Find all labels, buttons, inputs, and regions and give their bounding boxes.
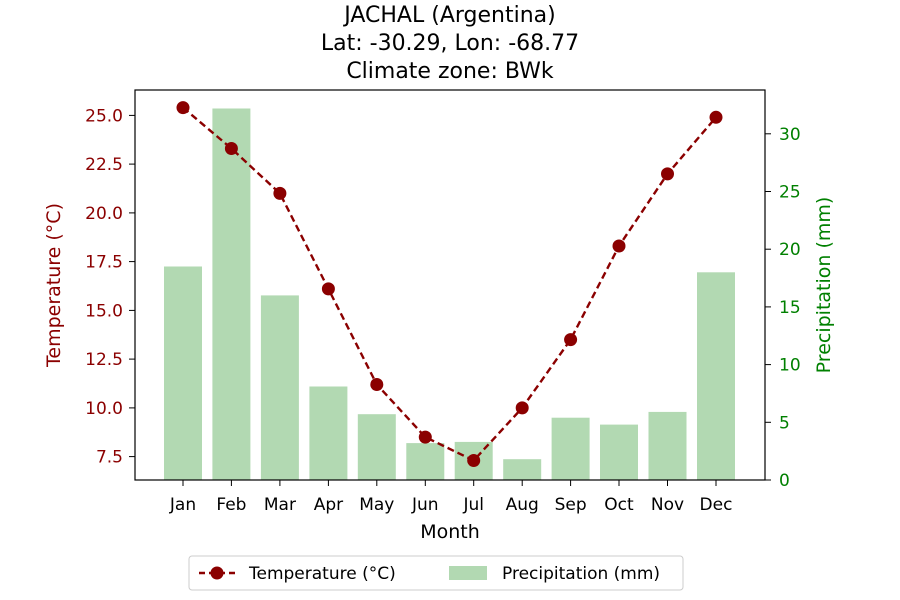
precipitation-bar-nov (648, 411, 687, 480)
title-line-2: Lat: -30.29, Lon: -68.77 (321, 31, 579, 56)
temperature-point-dec (709, 110, 723, 124)
left-axis-label: Temperature (°C) (43, 203, 65, 368)
title-line-1: JACHAL (Argentina) (342, 3, 555, 28)
precipitation-bar-sep (551, 417, 590, 480)
temperature-point-nov (661, 167, 674, 181)
precipitation-bar-feb (212, 108, 251, 480)
x-tick-label-sep: Sep (555, 495, 587, 515)
temperature-point-feb (224, 142, 238, 155)
legend-precipitation-swatch (449, 566, 487, 580)
precipitation-bar-aug (503, 459, 542, 480)
temperature-point-sep (564, 333, 578, 347)
x-tick-label-oct: Oct (604, 495, 634, 515)
left-tick-label: 10.0 (85, 399, 123, 419)
plot-frame (134, 89, 766, 481)
precipitation-bar-mar (260, 295, 299, 480)
precipitation-bars (164, 108, 735, 480)
precipitation-bar-may (357, 414, 396, 480)
right-tick-label: 20 (779, 240, 801, 260)
temperature-point-jul (467, 454, 481, 467)
right-tick-label: 10 (779, 356, 801, 376)
temperature-point-apr (321, 282, 335, 296)
precipitation-bar-jan (164, 266, 202, 480)
legend: Temperature (°C) Precipitation (mm) (188, 555, 684, 591)
x-axis: Jan Feb Mar Apr May Jun Jul Aug Sep Oct Nov Dec (169, 480, 733, 515)
left-tick-label: 22.5 (85, 155, 123, 175)
left-tick-label: 15.0 (85, 301, 123, 321)
x-tick-label-apr: Apr (314, 495, 343, 515)
x-tick-label-may: May (359, 495, 394, 515)
legend-box (188, 555, 684, 591)
temperature-point-jun (418, 430, 432, 444)
x-tick-label-jan: Jan (169, 495, 196, 515)
right-tick-label: 30 (779, 125, 801, 145)
x-tick-label-jul: Jul (462, 495, 484, 515)
temperature-point-aug (515, 401, 529, 415)
temperature-point-mar (273, 186, 287, 200)
temperature-series (176, 101, 723, 467)
left-tick-label: 20.0 (85, 204, 123, 224)
right-axis-label: Precipitation (mm) (813, 197, 835, 374)
legend-precipitation-label: Precipitation (mm) (502, 564, 660, 584)
left-tick-label: 12.5 (85, 350, 123, 370)
title-line-3: Climate zone: BWk (346, 59, 554, 84)
legend-temperature-label: Temperature (°C) (248, 564, 396, 584)
left-tick-label: 25.0 (85, 106, 123, 126)
temperature-line (182, 106, 717, 462)
x-tick-label-nov: Nov (651, 495, 684, 515)
right-tick-label: 15 (779, 298, 801, 318)
x-axis-label: Month (420, 521, 480, 543)
legend-temperature-marker (210, 566, 224, 580)
right-tick-label: 25 (779, 183, 801, 203)
x-tick-label-jun: Jun (411, 495, 439, 515)
right-axis: 0 5 10 15 20 25 30 (765, 125, 801, 491)
right-tick-label: 0 (779, 471, 790, 491)
left-tick-label: 7.5 (96, 448, 123, 468)
left-axis: 7.5 10.0 12.5 15.0 17.5 20.0 22.5 25.0 (85, 106, 135, 468)
precipitation-bar-jun (406, 443, 445, 480)
x-tick-label-dec: Dec (700, 495, 733, 515)
precipitation-bar-apr (309, 386, 348, 480)
precipitation-bar-dec (697, 272, 735, 480)
x-tick-label-feb: Feb (216, 495, 246, 515)
right-tick-label: 5 (779, 413, 790, 433)
precipitation-bar-oct (600, 424, 638, 480)
left-tick-label: 17.5 (85, 253, 123, 273)
x-tick-label-mar: Mar (264, 495, 296, 515)
chart-title: JACHAL (Argentina) Lat: -30.29, Lon: -68… (321, 3, 579, 84)
x-tick-label-aug: Aug (506, 495, 539, 515)
temperature-point-oct (612, 239, 626, 253)
temperature-point-jan (176, 101, 190, 115)
temperature-point-may (370, 378, 384, 391)
